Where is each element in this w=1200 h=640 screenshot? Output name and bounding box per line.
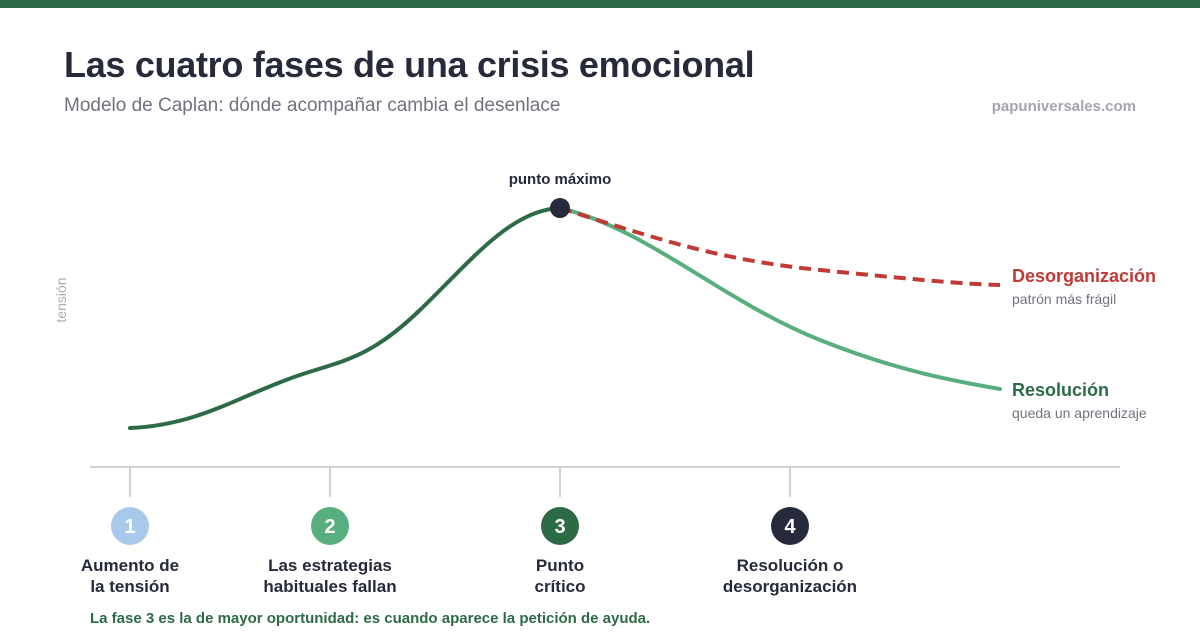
phase-1-badge: 1 [111, 507, 149, 545]
phase-1-label-line2: la tensión [90, 577, 170, 596]
phase-4-label: Resolución o desorganización [695, 555, 885, 597]
disorganization-title: Desorganización [1012, 266, 1156, 286]
disorganization-subtitle: patrón más frágil [1012, 291, 1116, 307]
resolution-title: Resolución [1012, 380, 1109, 400]
phase-2-label: Las estrategias habituales fallan [235, 555, 425, 597]
phase-1-label-line1: Aumento de [80, 556, 180, 575]
phase-2-badge: 2 [311, 507, 349, 545]
phase-2-label-line1: Las estrategias [268, 556, 392, 575]
phase-4-label-line1: Resolución o [736, 556, 844, 575]
resolution-subtitle: queda un aprendizaje [1012, 405, 1147, 421]
phase-3-number: 3 [554, 516, 565, 538]
brand-label: papuniversales.com [991, 98, 1136, 115]
page-title: Las cuatro fases de una crisis emocional [64, 44, 755, 85]
phase-3-label-line1: Punto [535, 556, 585, 575]
footnote: La fase 3 es la de mayor oportunidad: es… [90, 610, 651, 627]
phase-2-label-line2: habituales fallan [263, 577, 397, 596]
tension-rise-curve [128, 206, 562, 430]
page-subtitle: Modelo de Caplan: dónde acompañar cambia… [64, 95, 561, 116]
peak-label: punto máximo [509, 171, 612, 188]
peak-point [550, 198, 570, 218]
phase-4-badge: 4 [771, 507, 809, 545]
top-accent-bar [0, 0, 1200, 8]
phase-3-label: Punto crítico [465, 555, 655, 597]
phase-4-label-line2: desorganización [722, 577, 858, 596]
phase-2-number: 2 [324, 516, 335, 538]
phase-4-number: 4 [784, 516, 796, 538]
resolution-curve [558, 206, 1002, 391]
y-axis-label: tensión [53, 277, 69, 322]
phase-1-number: 1 [124, 516, 135, 538]
phase-3-badge: 3 [541, 507, 579, 545]
disorganization-curve [559, 206, 1001, 287]
phase-3-label-line2: crítico [534, 577, 586, 596]
phase-1-label: Aumento de la tensión [35, 555, 225, 597]
